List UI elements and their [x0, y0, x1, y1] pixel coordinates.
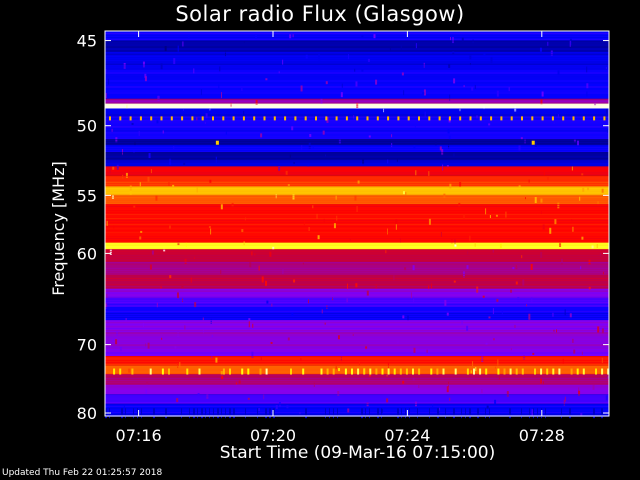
frequency-band [105, 40, 609, 52]
frequency-band [105, 332, 609, 349]
y-tick-label: 45 [77, 32, 97, 51]
y-axis-label: Frequency [MHz] [49, 161, 68, 295]
y-tick-label: 50 [77, 117, 97, 136]
frequency-band [105, 108, 609, 117]
frequency-band [105, 152, 609, 160]
x-tick-label: 07:28 [519, 426, 565, 445]
y-tick-label: 70 [77, 336, 97, 355]
frequency-band [105, 175, 609, 187]
y-tick-label: 55 [77, 186, 97, 205]
plot-frame [104, 30, 610, 417]
frequency-band [105, 242, 609, 250]
frequency-band [105, 348, 609, 357]
x-axis-label: Start Time (09-Mar-16 07:15:00) [219, 443, 496, 463]
heatmap-area [105, 31, 610, 419]
x-axis: 07:16 07:20 07:24 07:28 [116, 31, 565, 445]
frequency-band [105, 374, 609, 385]
frequency-band [105, 159, 609, 167]
y-tick-label: 80 [77, 404, 97, 423]
x-tick-label: 07:16 [116, 426, 162, 445]
frequency-band [105, 145, 609, 153]
y-axis: 45 50 55 60 70 80 [77, 32, 609, 423]
x-tick-label: 07:20 [250, 426, 296, 445]
y-tick-label: 60 [77, 244, 97, 263]
spectrogram-texture [105, 31, 610, 419]
frequency-band [105, 116, 609, 140]
x-tick-label: 07:24 [384, 426, 430, 445]
chart-title: Solar radio Flux (Glasgow) [175, 2, 465, 26]
updated-timestamp: Updated Thu Feb 22 01:25:57 2018 [2, 468, 163, 478]
